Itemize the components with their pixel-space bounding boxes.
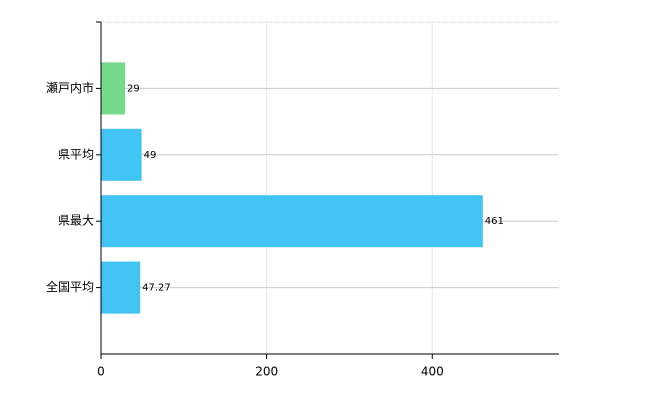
y-tick-label: 県平均: [58, 147, 94, 161]
bar: [101, 195, 483, 248]
value-label: 49: [144, 150, 157, 161]
value-label: 29: [127, 83, 140, 94]
value-label: 47.27: [142, 283, 171, 294]
x-tick-label: 400: [421, 365, 444, 379]
bar: [101, 62, 126, 115]
y-tick-label: 県最大: [58, 214, 94, 228]
x-tick-label: 0: [97, 365, 105, 379]
y-tick-label: 全国平均: [46, 279, 94, 294]
x-tick-label: 200: [255, 365, 278, 379]
bar: [101, 128, 142, 181]
value-label: 461: [485, 216, 504, 227]
y-tick-label: 瀬戸内市: [46, 80, 94, 95]
bar: [101, 261, 141, 314]
